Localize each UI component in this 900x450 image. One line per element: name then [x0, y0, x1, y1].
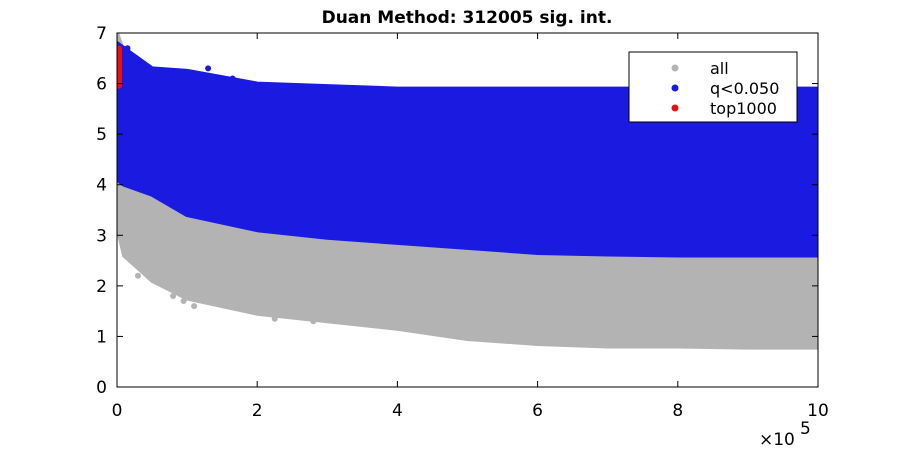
- data-point: [205, 65, 212, 72]
- y-tick-label: 1: [96, 327, 107, 347]
- legend-box: [628, 51, 798, 123]
- y-tick-label: 0: [96, 378, 107, 398]
- y-tick-label: 4: [96, 176, 107, 196]
- data-point: [135, 272, 141, 279]
- x-tick-label: 8: [672, 401, 683, 421]
- series-top1000: [117, 45, 122, 89]
- y-tick-label: 7: [96, 24, 107, 44]
- chart-title: Duan Method: 312005 sig. int.: [322, 8, 613, 28]
- y-tick-label: 6: [96, 75, 107, 95]
- data-point: [394, 110, 401, 117]
- data-point: [191, 303, 198, 310]
- x-tick-label: 10: [807, 401, 829, 421]
- data-point: [271, 315, 278, 322]
- data-point: [170, 293, 177, 299]
- legend-marker-q-0-050: [671, 84, 679, 92]
- y-tick-label: 5: [96, 125, 107, 145]
- data-point: [124, 45, 131, 52]
- data-point: [310, 318, 317, 325]
- x-tick-label: 4: [392, 401, 403, 421]
- data-point: [811, 90, 818, 97]
- legend-label-q-0-050: q<0.050: [710, 79, 779, 98]
- y-tick-label: 3: [96, 226, 107, 246]
- x-tick-label: 0: [112, 401, 123, 421]
- x-exponent-label: ×10: [759, 430, 795, 450]
- data-point: [128, 257, 134, 264]
- legend-label-all: all: [710, 59, 729, 78]
- data-point: [180, 298, 187, 304]
- legend-marker-all: [671, 64, 679, 72]
- legend-marker-top1000: [671, 104, 679, 112]
- x-exponent: 5: [800, 419, 811, 439]
- legend-label-top1000: top1000: [710, 99, 777, 118]
- axes-box: [116, 32, 819, 388]
- data-point: [229, 75, 236, 82]
- series-region: [117, 45, 122, 89]
- x-tick-label: 6: [532, 401, 543, 421]
- x-tick-label: 2: [252, 401, 263, 421]
- y-tick-label: 2: [96, 277, 107, 297]
